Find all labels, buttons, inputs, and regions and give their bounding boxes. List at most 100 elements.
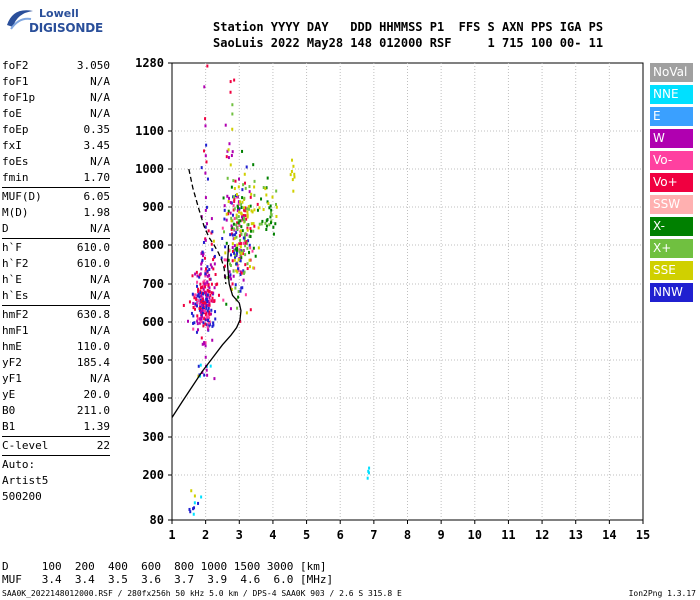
echo-point [249,246,252,250]
echo-point [229,211,232,215]
echo-point [225,218,228,222]
echo-point [236,209,239,213]
profile-lines [171,168,242,418]
echo-point [203,304,206,308]
echo-point [242,248,245,252]
echo-point [241,188,244,192]
echo-point [201,311,204,315]
echo-point [253,185,256,189]
echo-point [242,216,245,220]
param-row: B1 1.39 [2,419,110,435]
chart-axes: 1 2 3 4 5 6 7 8 9 10 11 12 13 14 158020030040050060070… [135,56,650,542]
divider [2,305,110,306]
echo-point [237,202,240,206]
echo-point [239,229,242,233]
echo-point [253,179,256,183]
param-label: yF2 [2,356,22,369]
echo-point [235,223,238,227]
echo-point [208,303,211,307]
legend-item: E [650,107,693,126]
echo-point [235,193,238,197]
param-row: h`F 610.0 [2,240,110,256]
echo-point [238,242,241,246]
param-value: 20.0 [83,388,111,401]
echo-point [193,296,196,300]
echo-point [192,512,195,516]
echo-point [269,215,272,219]
echo-point [196,317,199,321]
echo-point [228,142,231,146]
echo-point [258,222,261,226]
echo-point [242,269,245,273]
param-label: h`F [2,241,22,254]
echo-point [192,327,195,331]
legend-item: SSW [650,195,693,214]
echo-point [205,304,208,308]
echo-point [205,282,208,286]
legend-item: X- [650,217,693,236]
echo-point [249,308,252,312]
param-value: N/A [90,91,110,104]
echo-point [235,231,238,235]
echo-point [239,289,242,293]
echo-point [239,245,242,249]
echo-point [196,280,199,284]
echo-point [225,155,228,159]
echo-point [290,169,293,173]
echo-point [246,207,249,211]
param-label: B1 [2,420,16,433]
echo-point [191,292,194,296]
echo-point [205,323,208,327]
echo-point [260,197,263,201]
echo-point [231,282,234,286]
legend-item: W [650,129,693,148]
echo-point [248,258,251,262]
echo-point [193,494,196,498]
echo-point [240,256,243,260]
param-label: yE [2,388,16,401]
echo-point [240,215,243,219]
echo-point [224,251,227,255]
param-group-muf: MUF(D) 6.05 M(D) 1.98 D N/A [2,189,110,237]
echo-point [205,297,208,301]
echo-point [200,495,203,499]
param-value: 1.70 [83,171,111,184]
echo-point [197,289,200,293]
echo-point [238,210,241,214]
echo-point [241,229,244,233]
echo-point [230,227,233,231]
echo-point [201,304,204,308]
echo-point [233,207,236,211]
echo-point [236,195,239,199]
echo-point [244,293,247,297]
echo-point [237,295,240,299]
echo-point [230,185,233,189]
param-row: yF2 185.4 [2,355,110,371]
echo-point [198,306,201,310]
echo-point [205,295,208,299]
param-value: N/A [90,75,110,88]
param-row: B0 211.0 [2,403,110,419]
echo-point [233,236,236,240]
echo-point [243,196,246,200]
echo-point [204,238,207,242]
echo-point [237,290,240,294]
echo-point [209,299,212,303]
param-row: MUF(D) 6.05 [2,189,110,205]
logo-swoosh-icon [7,10,33,30]
echo-point [268,206,271,210]
echo-point [232,195,235,199]
echo-point [204,341,207,345]
echo-point [207,318,210,322]
echo-point [197,287,200,291]
echo-point [239,219,242,223]
y-tick-label: 500 [142,353,164,367]
echo-point [244,244,247,248]
legend-item: Vo- [650,151,693,170]
echo-point [236,221,239,225]
param-row: yE 20.0 [2,387,110,403]
echo-point [266,218,269,222]
electron-density-profile [171,244,242,418]
echo-point [239,273,242,277]
echo-point [206,64,209,68]
